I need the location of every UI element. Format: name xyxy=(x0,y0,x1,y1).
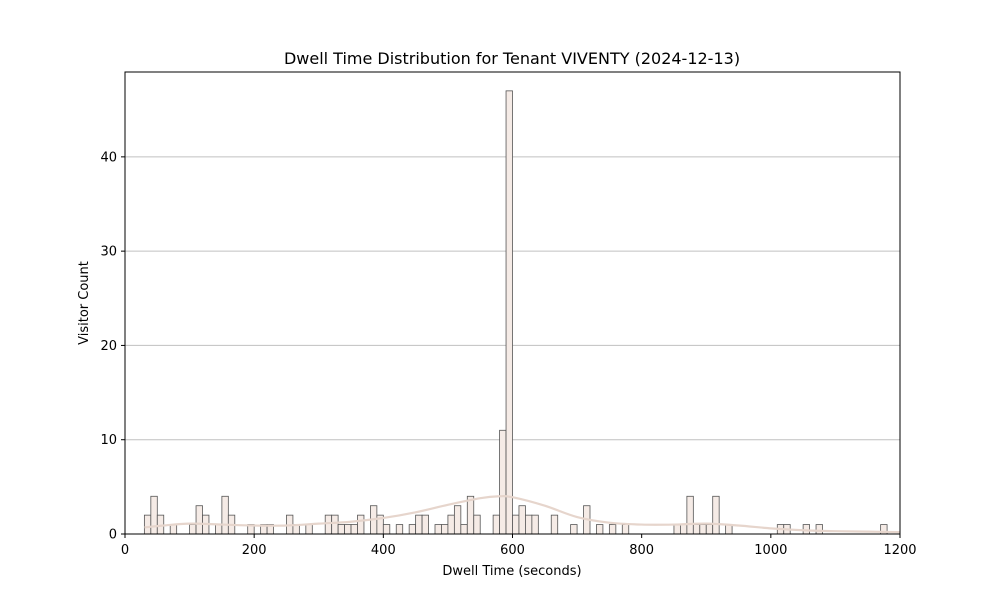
histogram-bar xyxy=(337,524,345,535)
y-tick-label: 0 xyxy=(109,528,117,543)
histogram-bar xyxy=(357,514,365,535)
histogram-bar xyxy=(492,514,500,535)
x-axis-ticks: 0 200 400 600 800 1000 1200 xyxy=(121,534,917,558)
x-tick-label: 400 xyxy=(371,543,396,558)
histogram-bar xyxy=(518,505,526,535)
histogram-bar xyxy=(608,524,617,535)
histogram-bar xyxy=(324,514,333,535)
histogram-bar xyxy=(550,514,559,535)
histogram-bar xyxy=(344,524,352,535)
histogram-bar xyxy=(305,524,313,535)
histogram-bar xyxy=(143,514,152,535)
histogram-bar xyxy=(150,495,158,535)
y-axis-ticks: 0 10 20 30 40 xyxy=(100,150,125,543)
histogram-bar xyxy=(408,524,417,535)
histogram-bar xyxy=(680,524,688,535)
histogram-bar xyxy=(499,429,507,535)
histogram-bar xyxy=(169,524,178,535)
y-tick-label: 10 xyxy=(100,433,117,448)
histogram-bar xyxy=(460,524,468,535)
histogram-bar xyxy=(621,524,630,535)
histogram-bar xyxy=(395,524,404,535)
histogram-bar xyxy=(525,514,533,535)
y-tick-label: 20 xyxy=(100,339,117,354)
x-tick-label: 1000 xyxy=(754,543,787,558)
histogram-bar xyxy=(434,524,442,535)
histogram-bar xyxy=(447,514,455,535)
histogram-bar xyxy=(692,524,701,535)
x-tick-label: 1200 xyxy=(883,543,916,558)
y-tick-label: 30 xyxy=(100,245,117,260)
histogram-bar xyxy=(195,505,203,535)
histogram-bar xyxy=(215,524,223,535)
histogram-bar xyxy=(473,514,481,535)
histogram-bar xyxy=(570,524,578,535)
histogram-bar xyxy=(673,524,681,535)
histogram-bar xyxy=(466,495,475,535)
chart-title: Dwell Time Distribution for Tenant VIVEN… xyxy=(284,49,740,68)
x-tick-label: 0 xyxy=(121,543,129,558)
histogram-bar xyxy=(221,495,229,535)
histogram-bar xyxy=(382,524,391,535)
y-axis-label: Visitor Count xyxy=(77,261,92,345)
histogram-bar xyxy=(699,524,707,535)
histogram-bar xyxy=(505,90,513,535)
histogram-bar xyxy=(415,514,423,535)
y-tick-label: 40 xyxy=(100,150,117,165)
histogram-bar xyxy=(421,514,429,535)
histogram-bar xyxy=(350,524,358,535)
x-axis-label: Dwell Time (seconds) xyxy=(442,564,581,579)
histogram-bar xyxy=(512,514,520,535)
x-tick-label: 600 xyxy=(500,543,525,558)
histogram-bar xyxy=(453,505,462,535)
histogram-bar xyxy=(189,524,197,535)
kde-curve xyxy=(144,495,901,534)
histogram-bar xyxy=(705,524,714,535)
histogram-bar xyxy=(531,514,539,535)
histogram-bar xyxy=(596,524,604,535)
histogram-bar xyxy=(815,524,823,535)
histogram-bar xyxy=(441,524,449,535)
x-tick-label: 800 xyxy=(629,543,654,558)
x-tick-label: 200 xyxy=(242,543,267,558)
histogram-bar xyxy=(686,495,694,535)
histogram-bar xyxy=(712,495,720,535)
histogram-bar xyxy=(331,514,339,535)
